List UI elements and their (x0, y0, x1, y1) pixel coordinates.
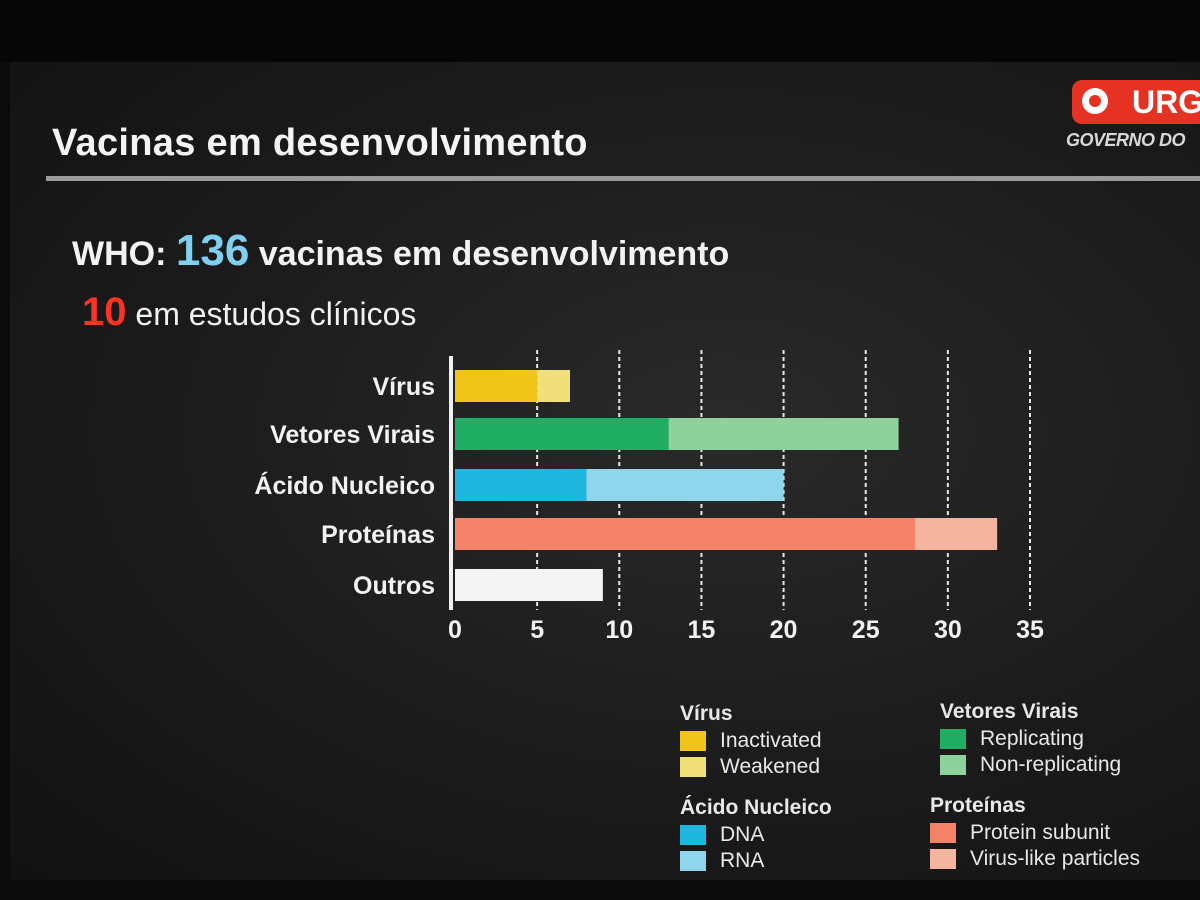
legend-group-title: Vírus (680, 702, 733, 725)
legend-item: Non-replicating (940, 752, 1121, 778)
legend-swatch (680, 851, 706, 871)
legend-label: RNA (720, 849, 765, 872)
page-title: Vacinas em desenvolvimento (52, 122, 588, 164)
category-label: Outros (353, 572, 435, 600)
title-divider (46, 176, 1200, 181)
legend-group: Vetores Virais Replicating Non-replicating (940, 700, 1121, 778)
legend-group-title: Ácido Nucleico (680, 796, 832, 819)
category-label: Proteínas (321, 521, 435, 549)
legend-item: Replicating (940, 726, 1121, 752)
subline: 10 em estudos clínicos (82, 290, 416, 335)
legend-group: Ácido Nucleico DNA RNA (680, 796, 832, 874)
category-label: Ácido Nucleico (254, 471, 435, 500)
headline-prefix: WHO: (72, 235, 167, 273)
legend-group-title: Proteínas (930, 794, 1026, 817)
x-tick-label: 10 (605, 616, 633, 644)
x-tick-label: 35 (1016, 616, 1044, 644)
legend-label: Weakened (720, 755, 821, 778)
bar-outros (455, 569, 603, 601)
legend-group-title: Vetores Virais (940, 700, 1079, 723)
bar-inactivated (455, 370, 538, 402)
legend-swatch (680, 731, 706, 751)
logo-subtitle: GOVERNO DO (1066, 130, 1186, 150)
logo-text: URG (1132, 84, 1200, 120)
headline-suffix: vacinas em desenvolvimento (258, 235, 730, 273)
top-bezel (0, 0, 1200, 62)
x-tick-label: 15 (688, 616, 716, 644)
legend-swatch (940, 755, 966, 775)
legend-swatch (680, 825, 706, 845)
x-tick-label: 20 (770, 616, 798, 644)
subline-number: 10 (82, 290, 127, 334)
legend-swatch (680, 757, 706, 777)
headline-number: 136 (175, 226, 250, 275)
x-tick-label: 5 (530, 616, 544, 644)
legend-swatch (940, 729, 966, 749)
legend-label: Replicating (980, 727, 1084, 750)
logo-ring-icon (1082, 88, 1108, 114)
legend-item: Inactivated (680, 728, 822, 754)
subline-text: em estudos clínicos (135, 296, 417, 332)
legend-item: Weakened (680, 754, 822, 780)
legend-label: Inactivated (720, 729, 822, 752)
bar-non-replicating (668, 418, 899, 450)
category-label: Vírus (372, 373, 435, 401)
legend-group: Vírus Inactivated Weakened (680, 702, 822, 780)
legend-label: Non-replicating (980, 753, 1122, 776)
bar-virus-like-particles (915, 518, 998, 550)
x-tick-label: 30 (934, 616, 962, 644)
legend-item: Virus-like particles (930, 846, 1140, 872)
legend-group: Proteínas Protein subunit Virus-like parti… (930, 794, 1140, 872)
legend-item: DNA (680, 822, 832, 848)
bar-protein-subunit (455, 518, 915, 550)
channel-logo: URG (1072, 80, 1200, 124)
x-tick-label: 0 (448, 616, 462, 644)
legend-label: Virus-like particles (970, 847, 1140, 870)
legend-label: Protein subunit (970, 821, 1111, 844)
legend-item: Protein subunit (930, 820, 1140, 846)
headline: WHO: 136 vacinas em desenvolvimento (72, 226, 729, 276)
category-label: Vetores Virais (270, 421, 435, 449)
bar-dna (455, 469, 587, 501)
legend-swatch (930, 849, 956, 869)
bar-rna (586, 469, 784, 501)
legend-swatch (930, 823, 956, 843)
bar-replicating (455, 418, 669, 450)
legend-label: DNA (720, 823, 765, 846)
bar-weakened (537, 370, 570, 402)
legend-item: RNA (680, 848, 832, 874)
x-tick-label: 25 (852, 616, 880, 644)
